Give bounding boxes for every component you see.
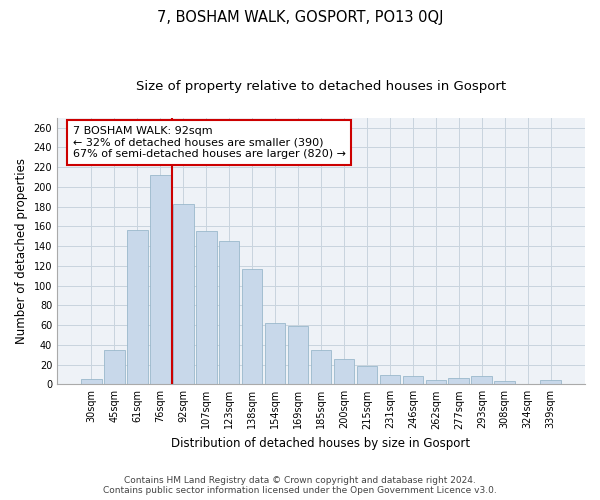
Bar <box>356 366 377 384</box>
Text: 7, BOSHAM WALK, GOSPORT, PO13 0QJ: 7, BOSHAM WALK, GOSPORT, PO13 0QJ <box>157 10 443 25</box>
Bar <box>311 350 331 384</box>
Bar <box>288 326 308 384</box>
Y-axis label: Number of detached properties: Number of detached properties <box>15 158 28 344</box>
Bar <box>334 358 355 384</box>
X-axis label: Distribution of detached houses by size in Gosport: Distribution of detached houses by size … <box>172 437 470 450</box>
Bar <box>472 376 492 384</box>
Bar <box>403 376 423 384</box>
Bar <box>242 269 262 384</box>
Bar <box>494 382 515 384</box>
Bar <box>196 232 217 384</box>
Title: Size of property relative to detached houses in Gosport: Size of property relative to detached ho… <box>136 80 506 93</box>
Text: 7 BOSHAM WALK: 92sqm
← 32% of detached houses are smaller (390)
67% of semi-deta: 7 BOSHAM WALK: 92sqm ← 32% of detached h… <box>73 126 346 159</box>
Bar <box>219 241 239 384</box>
Bar <box>81 380 102 384</box>
Bar <box>173 204 194 384</box>
Bar <box>265 323 286 384</box>
Bar <box>150 175 170 384</box>
Bar <box>380 376 400 384</box>
Bar <box>448 378 469 384</box>
Bar <box>425 380 446 384</box>
Bar <box>104 350 125 384</box>
Bar <box>127 230 148 384</box>
Text: Contains HM Land Registry data © Crown copyright and database right 2024.
Contai: Contains HM Land Registry data © Crown c… <box>103 476 497 495</box>
Bar <box>541 380 561 384</box>
